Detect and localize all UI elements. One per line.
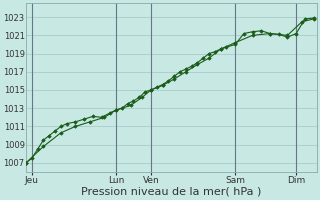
X-axis label: Pression niveau de la mer( hPa ): Pression niveau de la mer( hPa ) [81, 187, 261, 197]
